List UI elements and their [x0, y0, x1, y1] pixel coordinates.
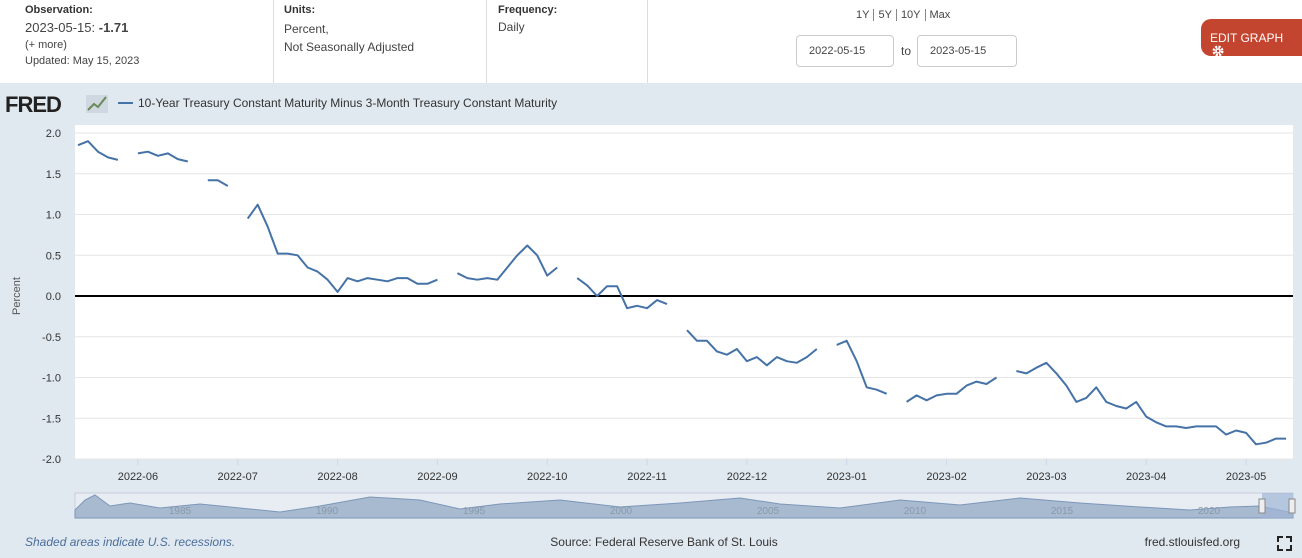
obs-value: -1.71: [98, 20, 129, 35]
legend-label[interactable]: 10-Year Treasury Constant Maturity Minus…: [138, 96, 557, 110]
unit-line: Percent,: [284, 22, 329, 36]
navigator-area: [74, 494, 1294, 519]
header: Observation: 2023-05-15: -1.71 (+ more) …: [0, 0, 1302, 83]
site[interactable]: fred.stlouisfed.org: [1145, 535, 1240, 549]
x-tick-label: 2023-02: [926, 471, 966, 483]
unit-line: Not Seasonally Adjusted: [284, 40, 415, 54]
x-tick-label: 2022-11: [627, 471, 667, 483]
date-from[interactable]: 2022-05-15: [796, 35, 894, 67]
range-links: 1Y 5Y 10Y Max: [852, 9, 955, 21]
fullscreen-icon[interactable]: [1277, 536, 1292, 551]
range-link[interactable]: 1Y: [856, 9, 870, 21]
navigator-label: 2015: [1051, 506, 1074, 517]
edit-graph-button[interactable]: EDIT GRAPH: [1201, 19, 1302, 57]
navigator-label: 1990: [316, 506, 339, 517]
obs-date: 2023-05-15:: [25, 20, 96, 35]
navigator-handle[interactable]: [1258, 498, 1266, 514]
x-tick-label: 2023-05: [1226, 471, 1266, 483]
navigator-selection[interactable]: [1262, 493, 1293, 518]
logo: FRED: [5, 92, 61, 117]
navigator-label: 2000: [610, 506, 633, 517]
y-tick-label: -2.0: [42, 454, 61, 466]
logo-icon: [86, 95, 108, 113]
date-sep: to: [901, 44, 912, 58]
navigator-label: 2010: [904, 506, 927, 517]
units: Units: Percent, Not Seasonally Adjusted: [274, 0, 487, 83]
x-tick-label: 2023-01: [827, 471, 867, 483]
gear-icon: [1212, 45, 1224, 57]
y-tick-label: -1.0: [42, 373, 61, 385]
x-tick-label: 2022-06: [118, 471, 158, 483]
x-tick-label: 2022-10: [527, 471, 567, 483]
recession-note: Shaded areas indicate U.S. recessions.: [25, 535, 235, 549]
label: Units:: [284, 4, 316, 16]
navigator-label: 2005: [757, 506, 780, 517]
more[interactable]: (+ more): [25, 39, 67, 51]
y-tick-label: 1.0: [46, 210, 61, 222]
updated: Updated: May 15, 2023: [25, 55, 140, 67]
observation: Observation: 2023-05-15: -1.71 (+ more) …: [0, 0, 274, 83]
navigator-label: 2020: [1198, 506, 1221, 517]
y-tick-label: -0.5: [42, 332, 61, 344]
y-tick-label: 0.0: [46, 291, 61, 303]
range-link[interactable]: 10Y: [895, 9, 925, 21]
label: Observation:: [25, 4, 93, 16]
x-tick-label: 2023-04: [1126, 471, 1166, 483]
x-tick-label: 2023-03: [1026, 471, 1066, 483]
navigator-label: 1985: [169, 506, 192, 517]
x-tick-label: 2022-12: [727, 471, 767, 483]
navigator-label: 1995: [463, 506, 486, 517]
date-to[interactable]: 2023-05-15: [917, 35, 1017, 67]
series-line: [77, 140, 1286, 446]
plot-area: [75, 125, 1293, 459]
y-tick-label: 0.5: [46, 250, 61, 262]
x-tick-label: 2022-08: [317, 471, 357, 483]
y-tick-label: 2.0: [46, 128, 61, 140]
range-link[interactable]: Max: [924, 9, 955, 21]
x-tick-label: 2022-07: [218, 471, 258, 483]
navigator-handle[interactable]: [1288, 498, 1296, 514]
range-link[interactable]: 5Y: [873, 9, 896, 21]
y-tick-label: 1.5: [46, 169, 61, 181]
button-label: EDIT GRAPH: [1210, 31, 1284, 45]
label: Frequency:: [498, 4, 558, 16]
y-axis-label: Percent: [11, 277, 23, 315]
frequency-value: Daily: [498, 20, 525, 34]
source: Source: Federal Reserve Bank of St. Loui…: [550, 535, 777, 549]
y-tick-label: -1.5: [42, 413, 61, 425]
frequency: Frequency: Daily: [487, 0, 648, 83]
x-tick-label: 2022-09: [417, 471, 457, 483]
